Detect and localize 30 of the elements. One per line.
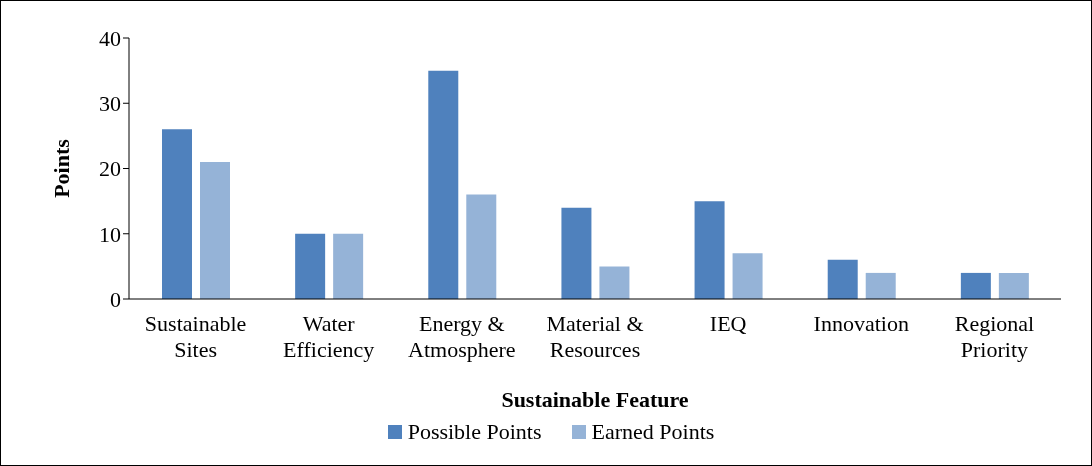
bar xyxy=(428,70,459,299)
y-tick-label: 20 xyxy=(99,156,121,182)
y-tick-label: 30 xyxy=(99,91,121,117)
bar xyxy=(998,272,1029,299)
bar xyxy=(694,201,725,299)
bar xyxy=(865,272,896,299)
bar xyxy=(466,194,497,299)
legend-label: Earned Points xyxy=(590,419,715,445)
bar xyxy=(732,253,763,299)
bar xyxy=(200,161,230,299)
x-tick-label: IEQ xyxy=(709,311,747,336)
bar xyxy=(333,233,364,299)
bar xyxy=(960,272,991,299)
y-axis-title: Points xyxy=(48,138,74,198)
x-tick-label: Energy & Atmosphere xyxy=(408,311,516,362)
bar xyxy=(162,129,192,299)
x-tick-label: Material & Resources xyxy=(546,311,644,362)
legend-label: Possible Points xyxy=(406,419,542,445)
x-tick-label: Sustainable Sites xyxy=(144,311,247,362)
x-tick-label: Water Efficiency xyxy=(283,311,375,362)
bar xyxy=(599,266,630,299)
x-tick-label: Regional Priority xyxy=(954,311,1035,362)
y-tick-label: 40 xyxy=(99,25,121,51)
bar xyxy=(827,259,858,299)
x-tick-label: Innovation xyxy=(813,311,909,336)
bar xyxy=(561,207,592,299)
bar xyxy=(295,233,326,299)
y-tick-label: 10 xyxy=(99,221,121,247)
x-axis-title: Sustainable Feature xyxy=(501,387,689,412)
y-tick-label: 0 xyxy=(110,286,121,312)
